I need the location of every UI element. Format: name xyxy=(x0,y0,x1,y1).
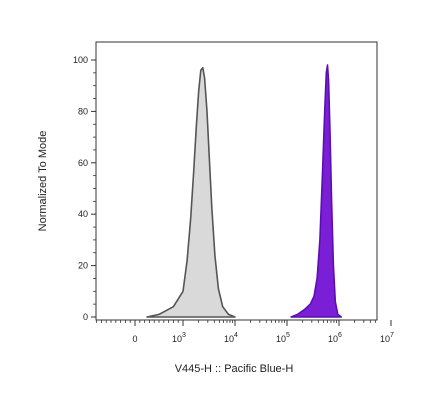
x-tick-label: 107 xyxy=(380,332,394,344)
x-tick-label: 105 xyxy=(276,332,290,344)
plot-frame xyxy=(95,41,378,321)
y-tick-label: 60 xyxy=(78,158,88,168)
x-axis: 0 103 104 105 106 107 xyxy=(96,320,394,344)
x-axis-title: V445-H :: Pacific Blue-H xyxy=(175,363,294,375)
y-tick-label: 80 xyxy=(78,106,88,116)
y-tick-label: 100 xyxy=(73,55,88,65)
series-layer xyxy=(146,64,342,318)
y-tick-label: 0 xyxy=(83,312,88,322)
x-tick-label: 104 xyxy=(224,332,238,344)
y-axis: 0 20 40 60 80 100 xyxy=(73,55,96,322)
y-tick-label: 40 xyxy=(78,209,88,219)
x-tick-label: 106 xyxy=(328,332,342,344)
x-tick-label: 103 xyxy=(172,332,186,344)
histogram-series-0 xyxy=(146,66,236,318)
x-tick-label: 0 xyxy=(132,334,137,344)
histogram-series-1 xyxy=(290,64,342,318)
y-tick-label: 20 xyxy=(78,261,88,271)
y-axis-title: Normalized To Mode xyxy=(37,131,49,232)
